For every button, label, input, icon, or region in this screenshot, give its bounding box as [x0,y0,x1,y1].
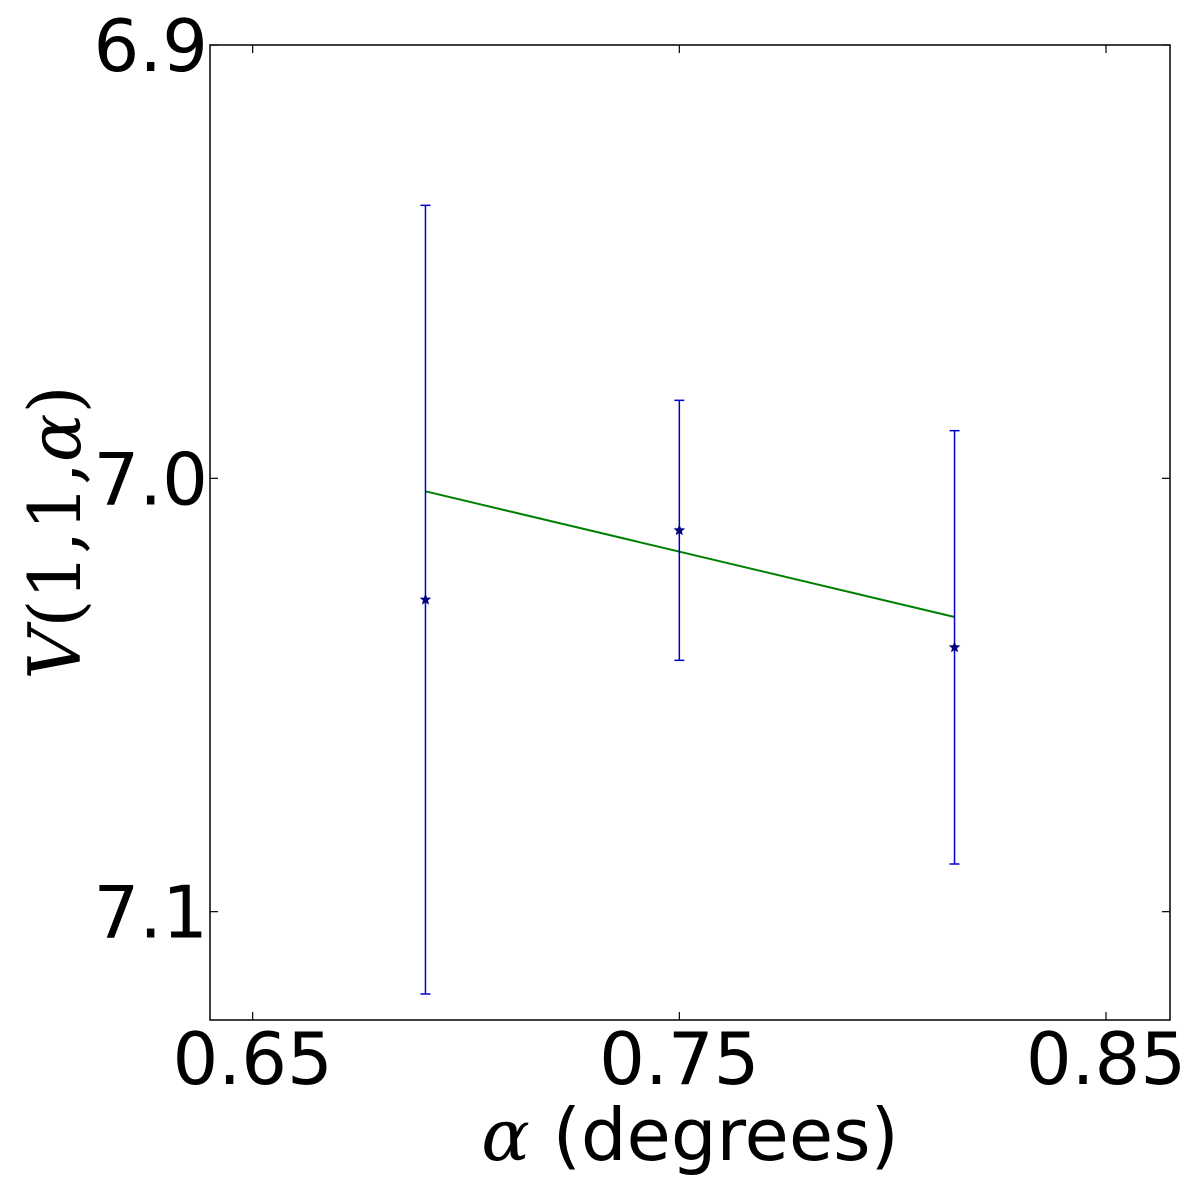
y-axis-label-close: ) [13,385,97,413]
y-tick-label: 7.1 [93,871,208,955]
y-tick-label: 7.0 [93,437,208,521]
y-tick-label: 6.9 [93,4,208,88]
y-axis-ticks: 6.9 7.0 7.1 [93,4,1170,955]
star-marker [673,524,686,536]
y-axis-label: V(1,1,α) [13,385,97,679]
series-layer [419,204,961,995]
y-axis-label-args: (1,1, [13,462,97,627]
x-tick-label: 0.85 [1026,1017,1186,1101]
x-axis-label-symbol: α [481,1093,530,1177]
x-axis-label-text: (degrees) [530,1093,899,1177]
x-tick-label: 0.65 [173,1017,333,1101]
x-axis-label: α (degrees) [481,1093,899,1177]
star-marker [419,593,432,605]
x-axis-ticks: 0.65 0.75 0.85 [173,45,1186,1101]
plot-frame [209,44,1171,1021]
x-tick-label: 0.75 [599,1017,759,1101]
star-marker [948,641,961,653]
data-point [419,204,432,995]
data-point [673,399,686,662]
data-point [948,429,961,865]
y-axis-label-arg-symbol: α [13,413,97,462]
y-axis-label-symbol: V [13,621,97,680]
fit-line [425,490,955,618]
